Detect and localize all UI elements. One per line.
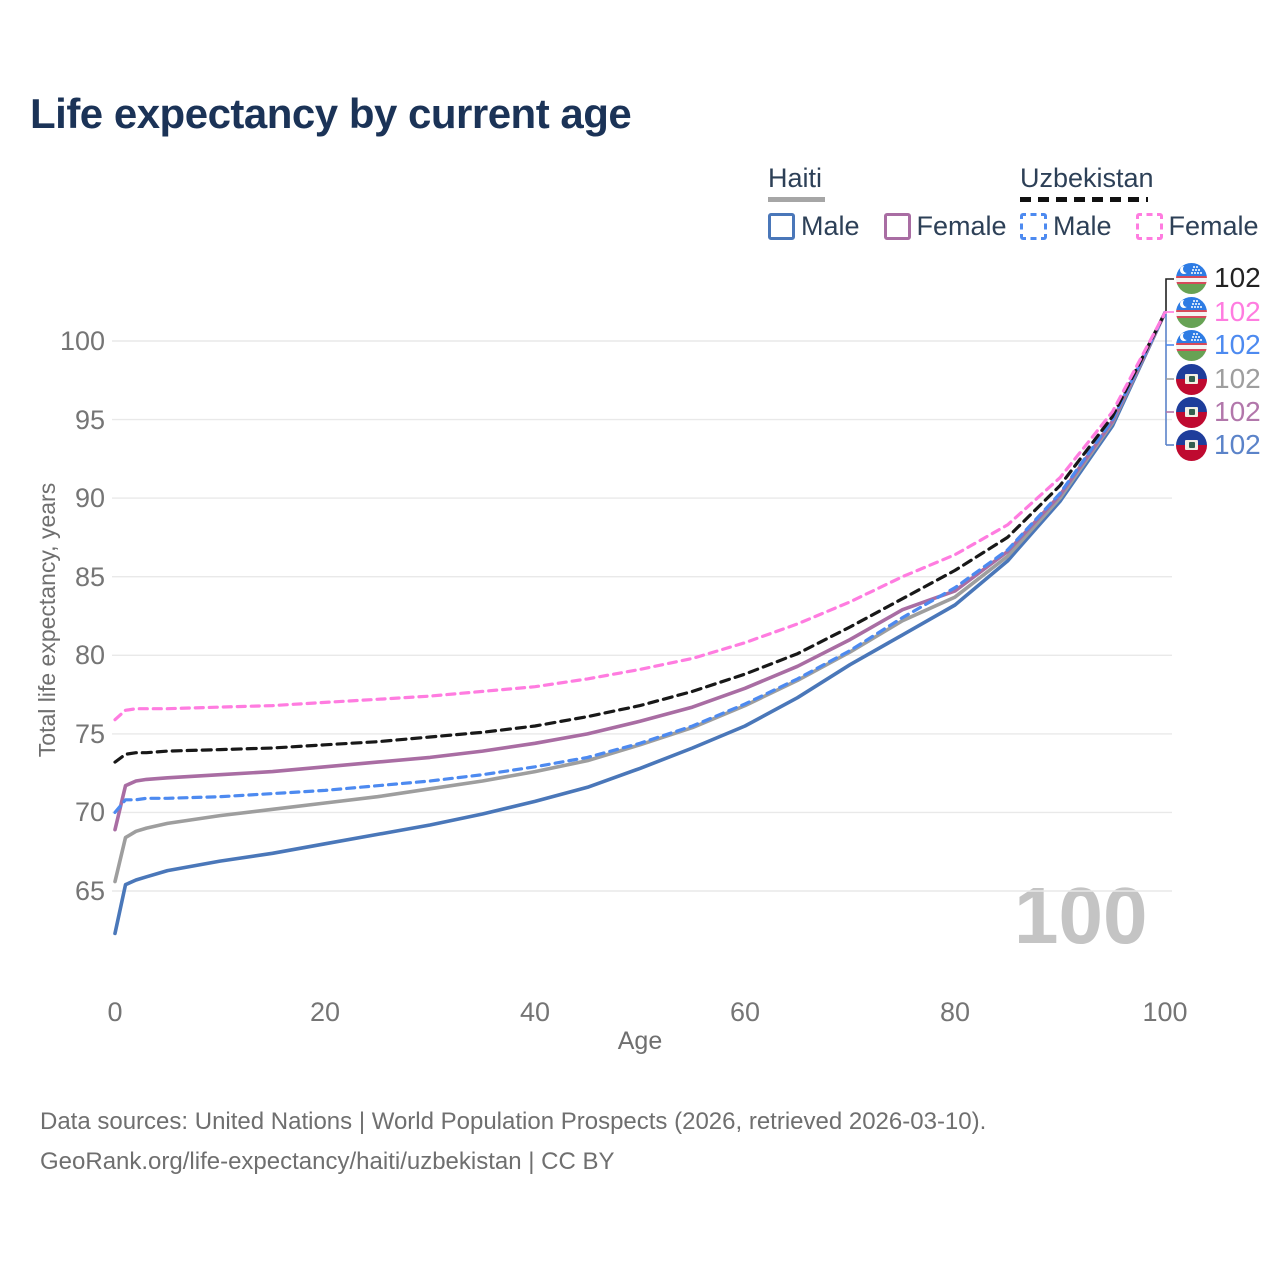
legend-uzbekistan-title[interactable]: Uzbekistan [1020,163,1154,193]
data-sources-note: Data sources: United Nations | World Pop… [40,1108,987,1135]
attribution-link: GeoRank.org/life-expectancy/haiti/uzbeki… [40,1148,615,1175]
y-tick-label-85: 85 [74,561,105,592]
end-label-uzbekistan-total[interactable]: 102 [1176,262,1261,294]
uzbekistan-flag-icon [1176,262,1207,294]
series-line-haiti-female[interactable] [113,310,1167,832]
end-label-haiti-total[interactable]: 102 [1176,363,1261,395]
y-tick-label-70: 70 [74,797,105,828]
end-label-leader-line [1165,278,1174,311]
y-tick-label-90: 90 [74,483,105,514]
end-label-value: 102 [1214,262,1261,293]
end-label-haiti-female[interactable]: 102 [1176,396,1261,428]
legend-item-uzbekistan-female[interactable]: Female [1135,211,1259,242]
end-label-value: 102 [1214,296,1261,327]
page-title: Life expectancy by current age [30,90,632,137]
legend-haiti-linestyle-sample [768,197,825,202]
x-axis-title: Age [617,1027,663,1055]
y-tick-label-80: 80 [74,640,105,671]
legend-item-haiti-female[interactable]: Female [883,211,1007,242]
uzbekistan-female-swatch-icon [1135,213,1163,240]
uzbekistan-flag-icon [1176,296,1207,328]
y-tick-label-75: 75 [74,718,105,749]
end-label-haiti-male[interactable]: 102 [1176,429,1261,461]
end-label-uzbekistan-female[interactable]: 102 [1176,296,1261,328]
legend-item-haiti-male[interactable]: Male [768,211,860,242]
end-label-value: 102 [1214,396,1261,427]
legend-item-label: Male [1053,211,1112,241]
series-line-haiti-male[interactable] [113,310,1167,936]
y-tick-label-65: 65 [74,875,105,906]
x-tick-label-60: 60 [729,997,761,1027]
x-tick-label-0: 0 [107,997,123,1027]
end-label-value: 102 [1214,329,1261,360]
legend-item-label: Female [1168,211,1259,241]
series-line-haiti-total[interactable] [113,310,1167,884]
haiti-flag-icon [1176,363,1207,395]
legend-haiti-title[interactable]: Haiti [768,163,823,193]
uzbekistan-flag-icon [1176,329,1207,361]
x-tick-label-20: 20 [309,997,341,1027]
end-label-value: 102 [1214,363,1261,394]
legend-uzbekistan-linestyle-sample [1020,197,1148,202]
x-tick-label-40: 40 [519,997,551,1027]
x-tick-label-80: 80 [939,997,971,1027]
haiti-flag-icon [1176,429,1207,461]
haiti-male-swatch-icon [768,213,795,240]
end-label-uzbekistan-male[interactable]: 102 [1176,329,1261,361]
legend-item-uzbekistan-male[interactable]: Male [1020,211,1112,242]
legend-item-label: Male [801,211,860,241]
legend-item-label: Female [916,211,1007,241]
series-line-uzbekistan-female[interactable] [113,311,1167,722]
haiti-flag-icon [1176,396,1207,428]
uzbekistan-male-swatch-icon [1020,213,1047,240]
series-line-uzbekistan-male[interactable] [113,311,1167,815]
legend-group-uzbekistan: Uzbekistan Male Female [1020,163,1259,242]
y-tick-label-100: 100 [59,326,105,356]
x-tick-label-100: 100 [1142,997,1188,1027]
haiti-female-swatch-icon [883,213,911,240]
y-tick-label-95: 95 [74,404,105,435]
series-line-uzbekistan-total[interactable] [113,311,1167,764]
age-indicator-watermark: 100 [1014,871,1148,960]
end-label-value: 102 [1214,429,1261,460]
legend-group-haiti: Haiti Male Female [768,163,1007,242]
y-axis-title: Total life expectancy, years [34,482,60,758]
